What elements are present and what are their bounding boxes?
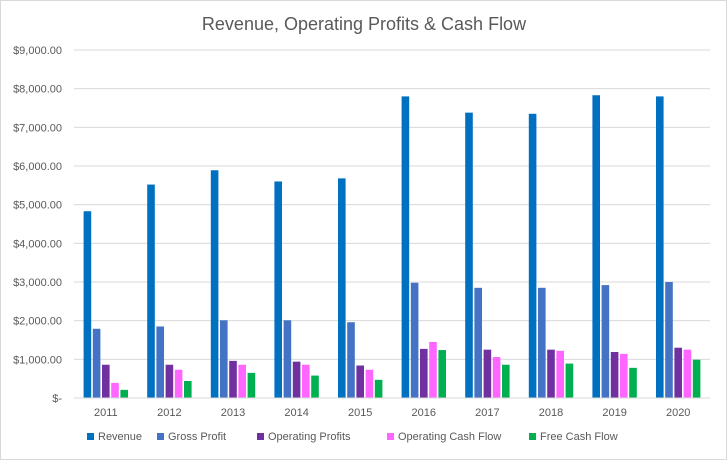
legend-swatch [87, 433, 94, 440]
x-tick-label: 2017 [475, 407, 499, 419]
legend-swatch [257, 433, 264, 440]
bar-operating-cash-flow-2016 [429, 341, 437, 398]
bar-free-cash-flow-2019 [629, 367, 637, 398]
bar-free-cash-flow-2016 [438, 350, 446, 398]
bar-operating-cash-flow-2017 [492, 357, 501, 398]
bar-operating-profits-2011 [102, 364, 110, 398]
legend-entry: Operating Cash Flow [398, 431, 501, 443]
y-tick-label: $1,000.00 [13, 354, 62, 366]
bars [83, 95, 701, 399]
bar-gross-profit-2019 [601, 285, 610, 398]
bar-free-cash-flow-2017 [502, 364, 510, 398]
bar-operating-cash-flow-2011 [111, 382, 119, 398]
bar-operating-cash-flow-2012 [174, 369, 183, 398]
y-tick-label: $4,000.00 [13, 238, 62, 250]
bar-operating-profits-2019 [610, 351, 619, 398]
legend-swatch [387, 433, 394, 440]
bar-free-cash-flow-2015 [374, 379, 383, 398]
bar-gross-profit-2011 [92, 328, 101, 398]
bar-gross-profit-2020 [665, 282, 673, 398]
bar-operating-cash-flow-2020 [683, 349, 692, 398]
bar-free-cash-flow-2012 [184, 380, 192, 398]
bar-operating-profits-2012 [165, 364, 174, 398]
bar-free-cash-flow-2014 [311, 375, 319, 398]
bar-operating-profits-2018 [547, 349, 555, 398]
x-tick-label: 2015 [348, 407, 372, 419]
bar-gross-profit-2013 [220, 320, 228, 398]
bar-revenue-2018 [528, 113, 537, 399]
bar-operating-profits-2017 [483, 349, 492, 398]
bar-revenue-2016 [401, 96, 410, 399]
bar-gross-profit-2016 [410, 282, 419, 398]
y-tick-label: $8,000.00 [13, 84, 62, 96]
bar-gross-profit-2018 [538, 287, 546, 398]
legend-entry: Gross Profit [168, 431, 226, 443]
y-tick-label: $7,000.00 [13, 122, 62, 134]
legend-swatch [529, 433, 536, 440]
bar-gross-profit-2017 [474, 287, 482, 398]
bar-revenue-2013 [210, 170, 219, 398]
x-tick-label: 2019 [602, 407, 626, 419]
y-tick-label: $2,000.00 [13, 316, 62, 328]
bar-gross-profit-2014 [283, 320, 292, 398]
legend-entry: Free Cash Flow [540, 431, 618, 443]
chart-title: Revenue, Operating Profits & Cash Flow [202, 14, 527, 34]
bar-revenue-2019 [592, 95, 600, 399]
legend-entry: Revenue [98, 431, 142, 443]
bar-free-cash-flow-2020 [692, 359, 701, 398]
y-tick-label: $5,000.00 [13, 200, 62, 212]
bar-operating-cash-flow-2014 [302, 364, 310, 398]
bar-revenue-2012 [147, 184, 155, 398]
bar-gross-profit-2012 [156, 326, 164, 398]
y-axis: $- $1,000.00 $2,000.00 $3,000.00 $4,000.00 $5… [13, 45, 62, 405]
y-tick-label: $3,000.00 [13, 277, 62, 289]
bar-revenue-2014 [274, 181, 282, 398]
legend-entry: Operating Profits [268, 431, 351, 443]
bar-operating-cash-flow-2015 [365, 369, 374, 398]
x-tick-label: 2018 [539, 407, 563, 419]
x-tick-label: 2012 [157, 407, 181, 419]
x-axis: 2011 2012 2013 2014 2015 2016 2017 2018 2019 2020 [74, 397, 710, 419]
bar-free-cash-flow-2013 [247, 372, 256, 398]
bar-operating-cash-flow-2018 [556, 350, 564, 398]
bar-operating-profits-2020 [674, 347, 682, 398]
bar-revenue-2015 [338, 178, 346, 398]
x-tick-label: 2014 [284, 407, 308, 419]
bar-operating-profits-2016 [420, 348, 428, 398]
legend: Revenue Gross Profit Operating Profits Oper… [87, 431, 618, 443]
legend-swatch [157, 433, 164, 440]
gridlines [74, 49, 710, 399]
bar-free-cash-flow-2011 [120, 389, 128, 398]
bar-operating-profits-2015 [356, 365, 364, 398]
x-tick-label: 2016 [412, 407, 436, 419]
y-tick-label: $- [52, 393, 62, 405]
bar-free-cash-flow-2018 [565, 363, 574, 398]
bar-revenue-2017 [465, 112, 473, 398]
bar-operating-profits-2013 [229, 360, 237, 398]
x-tick-label: 2013 [221, 407, 245, 419]
bar-operating-cash-flow-2019 [620, 353, 628, 398]
bar-revenue-2011 [83, 211, 92, 398]
y-tick-label: $6,000.00 [13, 161, 62, 173]
bar-operating-profits-2014 [292, 361, 301, 398]
x-tick-label: 2020 [666, 407, 690, 419]
bar-operating-cash-flow-2013 [238, 364, 246, 398]
bar-gross-profit-2015 [347, 322, 355, 398]
x-tick-label: 2011 [94, 407, 118, 419]
bar-revenue-2020 [656, 96, 664, 399]
y-tick-label: $9,000.00 [13, 45, 62, 57]
